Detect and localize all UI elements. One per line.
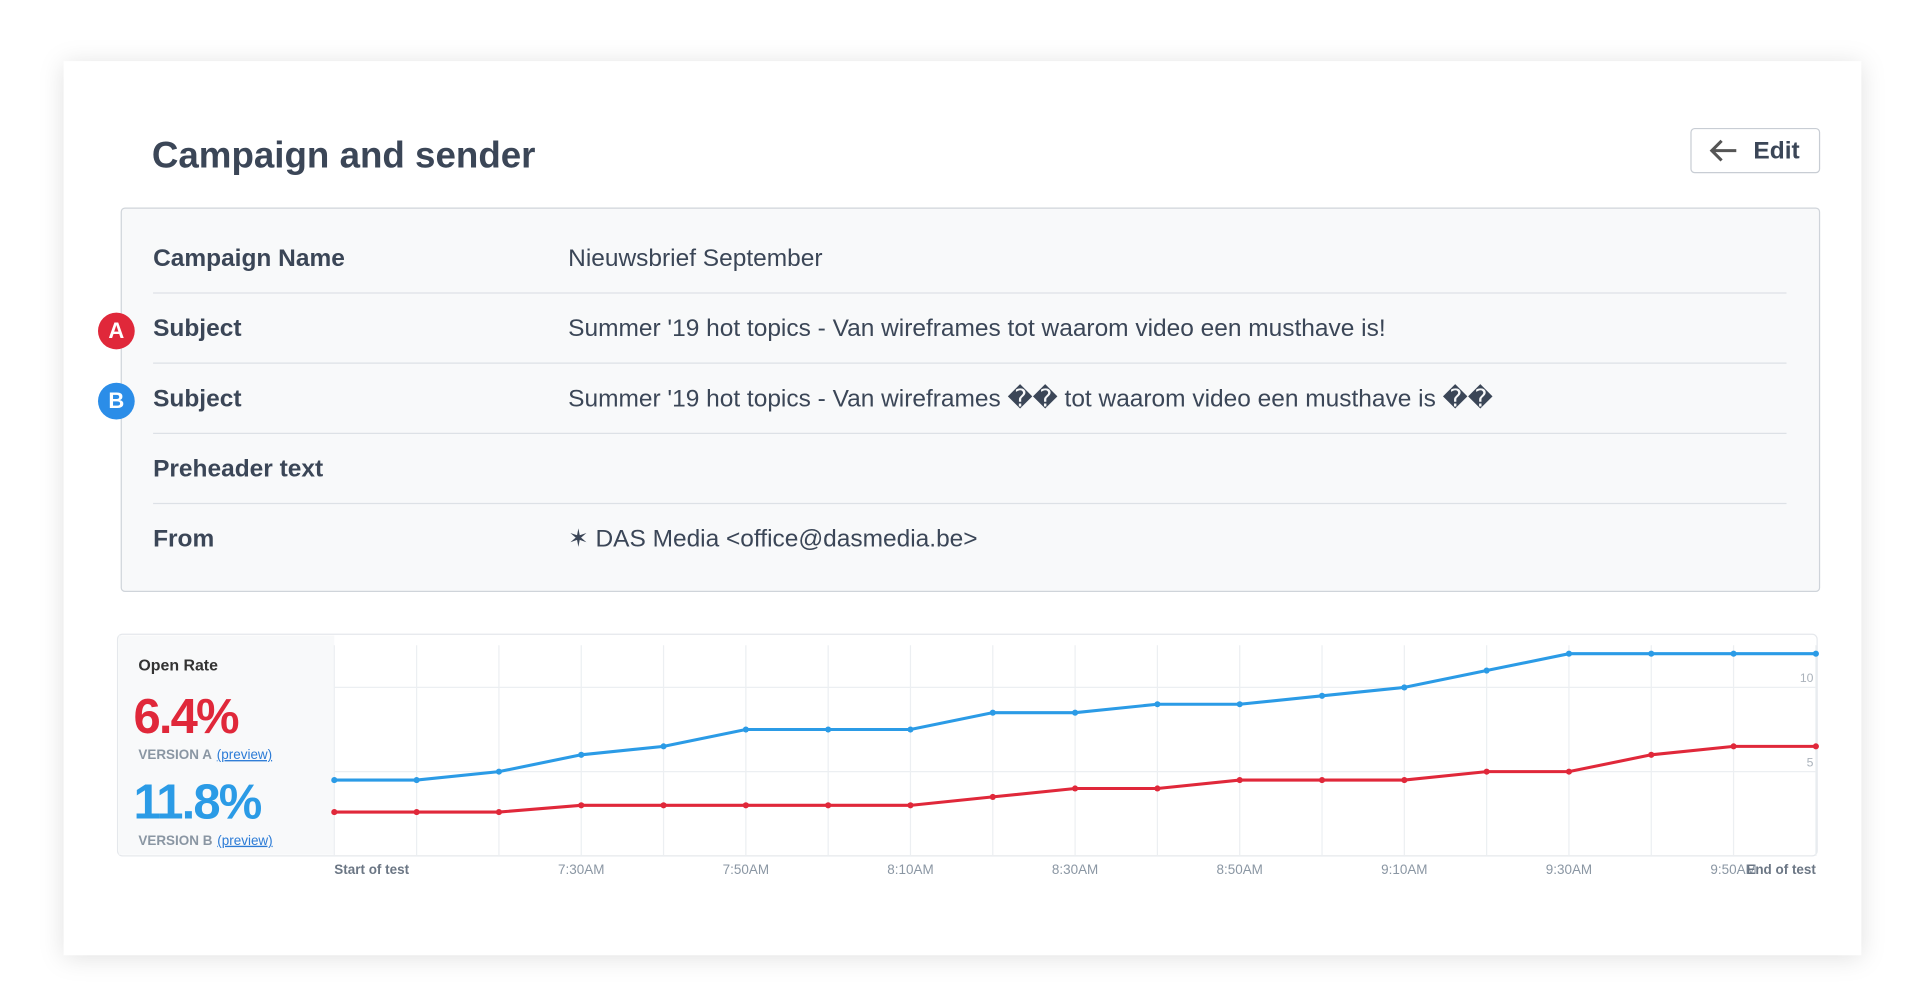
series-point xyxy=(742,726,749,733)
series-point xyxy=(1318,777,1326,784)
open-rate-value: 11.8% xyxy=(134,776,262,830)
series-point xyxy=(1401,684,1408,691)
row-value: Summer '19 hot topics - Van wireframes �… xyxy=(568,384,1493,412)
row-label: From xyxy=(153,526,214,553)
open-rate-value: 6.4% xyxy=(134,690,240,744)
series-point xyxy=(495,809,502,816)
series-point xyxy=(660,802,667,809)
variant-badge-letter: B xyxy=(108,388,124,413)
series-point xyxy=(495,768,502,775)
series-point xyxy=(1730,650,1737,657)
version-name: VERSION A xyxy=(138,747,212,762)
series-point xyxy=(1154,785,1161,792)
series-point xyxy=(331,777,338,784)
row-value: Summer '19 hot topics - Van wireframes t… xyxy=(568,315,1385,342)
edit-button[interactable]: Edit xyxy=(1690,127,1821,174)
version-name: VERSION B xyxy=(138,833,212,848)
series-point xyxy=(413,809,420,816)
preview-link[interactable]: (preview) xyxy=(217,833,272,848)
y-tick-label: 10 xyxy=(1800,671,1814,685)
series-point xyxy=(1401,777,1408,784)
summary-label: Open Rate xyxy=(138,657,218,674)
series-point xyxy=(1236,701,1243,708)
row-value: ✶ DAS Media <office@dasmedia.be> xyxy=(568,526,977,553)
row-label: Campaign Name xyxy=(153,245,345,272)
x-tick-label: End of test xyxy=(1746,862,1816,877)
series-point xyxy=(413,777,420,784)
edit-label[interactable]: Edit xyxy=(1753,137,1799,164)
series-point xyxy=(1154,701,1161,708)
variant-badge xyxy=(97,312,135,350)
series-point xyxy=(1236,777,1243,784)
series-point xyxy=(1648,751,1655,758)
series-point xyxy=(742,802,749,809)
x-tick-label: 8:10AM xyxy=(887,862,933,877)
series-point xyxy=(989,793,996,800)
series-point xyxy=(1318,692,1326,699)
y-tick-label: 5 xyxy=(1807,755,1814,769)
variant-badge xyxy=(97,382,135,420)
series-point xyxy=(825,726,832,733)
row-label: Preheader text xyxy=(153,456,323,483)
series-point xyxy=(1648,650,1655,657)
row-label: Subject xyxy=(153,385,241,412)
x-tick-label: 9:30AM xyxy=(1546,862,1592,877)
x-tick-label: 9:50AM xyxy=(1710,862,1756,877)
series-point xyxy=(907,726,914,733)
series-point xyxy=(907,802,914,809)
back-arrow xyxy=(1709,139,1737,162)
summary-panel xyxy=(118,635,335,855)
x-tick-label: Start of test xyxy=(334,862,409,877)
series-point xyxy=(1812,650,1819,657)
chart-panel xyxy=(116,633,1818,857)
row-value: Nieuwsbrief September xyxy=(568,245,822,272)
series-point xyxy=(1072,709,1079,716)
series-point xyxy=(825,802,832,809)
series-point xyxy=(1730,743,1737,750)
x-tick-label: 9:10AM xyxy=(1381,862,1427,877)
series-point xyxy=(1565,650,1573,657)
series-point xyxy=(1565,768,1573,775)
series-point xyxy=(1072,785,1079,792)
series-point xyxy=(1483,667,1490,674)
x-tick-label: 8:30AM xyxy=(1052,862,1098,877)
series-point xyxy=(989,709,996,716)
series-point xyxy=(1483,768,1490,775)
series-point xyxy=(331,809,338,816)
x-tick-label: 7:30AM xyxy=(558,862,604,877)
preview-link[interactable]: (preview) xyxy=(217,747,272,762)
row-label: Subject xyxy=(153,315,241,342)
series-point xyxy=(1812,743,1819,750)
series-point xyxy=(660,743,667,750)
variant-badge-letter: A xyxy=(108,318,124,343)
series-point xyxy=(578,751,585,758)
series-point xyxy=(578,802,585,809)
x-tick-label: 7:50AM xyxy=(723,862,769,877)
section-title: Campaign and sender xyxy=(152,135,536,176)
x-tick-label: 8:50AM xyxy=(1217,862,1263,877)
edit-button-box[interactable] xyxy=(1690,127,1821,174)
